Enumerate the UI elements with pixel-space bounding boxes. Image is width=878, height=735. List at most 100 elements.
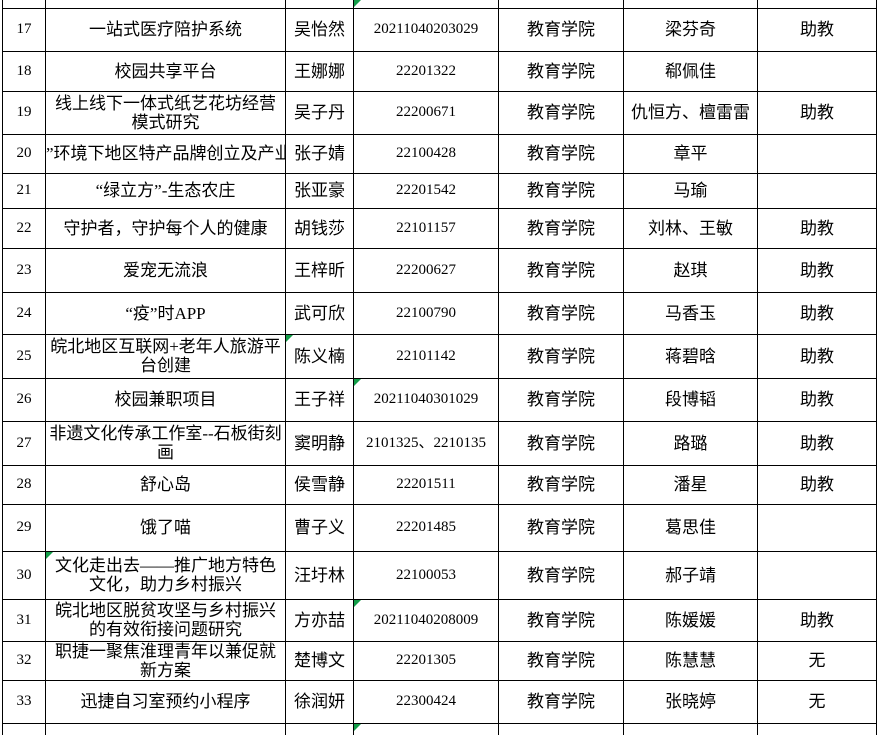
advisor-cell[interactable]: 刘林、王敏 xyxy=(623,207,758,249)
student-id-cell[interactable]: 20211040301029 xyxy=(353,377,499,422)
leader-name-cell[interactable]: 窦明静 xyxy=(285,420,354,466)
position-cell[interactable]: 助教 xyxy=(757,291,877,335)
college-cell[interactable]: 教育学院 xyxy=(498,207,624,249)
position-cell[interactable]: 助教 xyxy=(757,7,877,52)
college-cell[interactable] xyxy=(498,0,624,9)
row-number-cell[interactable]: 24 xyxy=(2,291,46,335)
position-cell[interactable]: 助教 xyxy=(757,90,877,135)
position-cell[interactable]: 助教 xyxy=(757,420,877,466)
position-cell[interactable] xyxy=(757,550,877,600)
row-number-cell[interactable]: 19 xyxy=(2,90,46,135)
student-id-cell[interactable]: 2101325、2210135 xyxy=(353,420,499,466)
project-title-cell[interactable]: “疫”时APP xyxy=(45,291,286,335)
college-cell[interactable]: 教育学院 xyxy=(498,598,624,642)
position-cell[interactable] xyxy=(757,503,877,552)
position-cell[interactable]: 助教 xyxy=(757,333,877,379)
position-cell[interactable]: 助教 xyxy=(757,598,877,642)
college-cell[interactable]: 教育学院 xyxy=(498,377,624,422)
student-id-cell[interactable]: 22201322 xyxy=(353,50,499,92)
advisor-cell[interactable] xyxy=(623,0,758,9)
college-cell[interactable]: 教育学院 xyxy=(498,172,624,209)
leader-name-cell[interactable] xyxy=(285,0,354,9)
leader-name-cell[interactable]: 楚博文 xyxy=(285,640,354,681)
leader-name-cell[interactable]: 王娜娜 xyxy=(285,50,354,92)
student-id-cell[interactable]: 22201542 xyxy=(353,172,499,209)
project-title-cell[interactable]: 文化走出去——推广地方特色文化，助力乡村振兴 xyxy=(45,550,286,600)
position-cell[interactable]: 助教 xyxy=(757,377,877,422)
row-number-cell[interactable]: 25 xyxy=(2,333,46,379)
position-cell[interactable] xyxy=(757,50,877,92)
project-title-cell[interactable]: 皖北地区互联网+老年人旅游平台创建 xyxy=(45,333,286,379)
leader-name-cell[interactable]: 张子婧 xyxy=(285,133,354,174)
student-id-cell[interactable] xyxy=(353,722,499,735)
leader-name-cell[interactable]: 徐润妍 xyxy=(285,679,354,724)
college-cell[interactable]: 教育学院 xyxy=(498,333,624,379)
student-id-cell[interactable]: 22100428 xyxy=(353,133,499,174)
college-cell[interactable]: 教育学院 xyxy=(498,247,624,293)
advisor-cell[interactable]: 张晓婷 xyxy=(623,679,758,724)
advisor-cell[interactable]: 章平 xyxy=(623,133,758,174)
advisor-cell[interactable]: 陈媛媛 xyxy=(623,598,758,642)
project-title-cell[interactable]: 校园兼职项目 xyxy=(45,377,286,422)
position-cell[interactable]: 助教 xyxy=(757,207,877,249)
college-cell[interactable]: 教育学院 xyxy=(498,133,624,174)
leader-name-cell[interactable]: 武可欣 xyxy=(285,291,354,335)
student-id-cell[interactable]: 22200671 xyxy=(353,90,499,135)
row-number-cell[interactable] xyxy=(2,0,46,9)
row-number-cell[interactable]: 26 xyxy=(2,377,46,422)
position-cell[interactable] xyxy=(757,133,877,174)
row-number-cell[interactable]: 29 xyxy=(2,503,46,552)
advisor-cell[interactable]: 葛思佳 xyxy=(623,503,758,552)
leader-name-cell[interactable]: 陈义楠 xyxy=(285,333,354,379)
row-number-cell[interactable]: 23 xyxy=(2,247,46,293)
project-title-cell[interactable]: ”环境下地区特产品牌创立及产业 xyxy=(45,133,286,174)
student-id-cell[interactable]: 22201305 xyxy=(353,640,499,681)
college-cell[interactable]: 教育学院 xyxy=(498,420,624,466)
advisor-cell[interactable]: 郗佩佳 xyxy=(623,50,758,92)
advisor-cell[interactable]: 马瑜 xyxy=(623,172,758,209)
college-cell[interactable] xyxy=(498,722,624,735)
college-cell[interactable]: 教育学院 xyxy=(498,7,624,52)
leader-name-cell[interactable]: 侯雪静 xyxy=(285,464,354,505)
row-number-cell[interactable]: 22 xyxy=(2,207,46,249)
row-number-cell[interactable]: 21 xyxy=(2,172,46,209)
college-cell[interactable]: 教育学院 xyxy=(498,291,624,335)
college-cell[interactable]: 教育学院 xyxy=(498,640,624,681)
row-number-cell[interactable]: 30 xyxy=(2,550,46,600)
student-id-cell[interactable]: 22100053 xyxy=(353,550,499,600)
row-number-cell[interactable]: 31 xyxy=(2,598,46,642)
student-id-cell[interactable]: 20211040208009 xyxy=(353,598,499,642)
row-number-cell[interactable] xyxy=(2,722,46,735)
project-title-cell[interactable]: 守护者，守护每个人的健康 xyxy=(45,207,286,249)
row-number-cell[interactable]: 27 xyxy=(2,420,46,466)
leader-name-cell[interactable]: 汪圩林 xyxy=(285,550,354,600)
position-cell[interactable] xyxy=(757,0,877,9)
leader-name-cell[interactable]: 胡钱莎 xyxy=(285,207,354,249)
student-id-cell[interactable]: 22100790 xyxy=(353,291,499,335)
position-cell[interactable]: 无 xyxy=(757,640,877,681)
student-id-cell[interactable]: 22300424 xyxy=(353,679,499,724)
leader-name-cell[interactable]: 曹子义 xyxy=(285,503,354,552)
student-id-cell[interactable]: 22201511 xyxy=(353,464,499,505)
student-id-cell[interactable]: 22200627 xyxy=(353,247,499,293)
advisor-cell[interactable]: 郝子靖 xyxy=(623,550,758,600)
project-title-cell[interactable]: 迅捷自习室预约小程序 xyxy=(45,679,286,724)
college-cell[interactable]: 教育学院 xyxy=(498,550,624,600)
advisor-cell[interactable]: 赵琪 xyxy=(623,247,758,293)
position-cell[interactable]: 无 xyxy=(757,679,877,724)
leader-name-cell[interactable]: 吴子丹 xyxy=(285,90,354,135)
student-id-cell[interactable]: 22201485 xyxy=(353,503,499,552)
advisor-cell[interactable]: 仇恒方、檀雷雷 xyxy=(623,90,758,135)
project-title-cell[interactable]: 皖北地区脱贫攻坚与乡村振兴的有效衔接问题研究 xyxy=(45,598,286,642)
advisor-cell[interactable]: 梁芬奇 xyxy=(623,7,758,52)
advisor-cell[interactable]: 蒋碧晗 xyxy=(623,333,758,379)
project-title-cell[interactable]: 校园共享平台 xyxy=(45,50,286,92)
project-title-cell[interactable]: 舒心岛 xyxy=(45,464,286,505)
project-title-cell[interactable]: 饿了喵 xyxy=(45,503,286,552)
college-cell[interactable]: 教育学院 xyxy=(498,464,624,505)
project-title-cell[interactable]: 线上线下一体式纸艺花坊经营模式研究 xyxy=(45,90,286,135)
project-title-cell[interactable]: 一站式医疗陪护系统 xyxy=(45,7,286,52)
row-number-cell[interactable]: 28 xyxy=(2,464,46,505)
advisor-cell[interactable]: 路璐 xyxy=(623,420,758,466)
college-cell[interactable]: 教育学院 xyxy=(498,90,624,135)
